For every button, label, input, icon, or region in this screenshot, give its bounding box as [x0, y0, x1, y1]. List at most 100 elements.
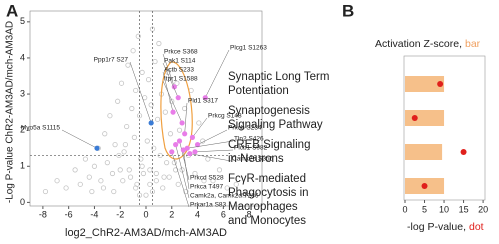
- panel-letter: A: [6, 1, 18, 20]
- y-tick-label: 1: [20, 161, 25, 171]
- dot: [411, 115, 418, 121]
- point: [153, 178, 159, 184]
- highlight-point: [179, 120, 185, 126]
- y-tick-label: 5: [20, 16, 25, 26]
- point: [63, 185, 69, 191]
- x-axis-label: -log P-value,: [407, 221, 466, 233]
- category-label: Macrophages: [228, 201, 298, 213]
- highlight-point: [169, 149, 175, 155]
- top-axis-label: Activation Z-score,: [375, 38, 462, 50]
- point: [77, 181, 83, 187]
- leader-line: [189, 153, 232, 162]
- point: [111, 188, 117, 195]
- category-label: CREB Signaling: [228, 139, 310, 151]
- point: [144, 138, 150, 144]
- x-tick-label: 20: [478, 204, 488, 214]
- point-label: Tln2 S426: [234, 136, 264, 143]
- volcano-plot: -8 -6 -4 -2 0 2 4 6 8 0 1 2 3 4 5 Ppp1r7 S27 Myo5a S1115…: [20, 10, 274, 219]
- point: [140, 170, 147, 177]
- point: [107, 113, 113, 119]
- highlight-point: [173, 142, 179, 148]
- point: [161, 174, 167, 180]
- point-label: Plcg1 S1263: [230, 45, 267, 52]
- point-label: Pak1 S114: [164, 58, 196, 65]
- point-label: Actb S233: [164, 67, 194, 74]
- x-tick-label: 4: [195, 209, 200, 219]
- point: [91, 163, 98, 169]
- x-tick-label: 8: [247, 209, 252, 219]
- y-tick-label: 2: [20, 125, 25, 135]
- point: [122, 142, 128, 148]
- category-label: and Monocytes: [228, 215, 306, 227]
- point: [201, 178, 207, 184]
- point: [102, 131, 108, 137]
- bar: [405, 76, 445, 92]
- leader-line: [197, 129, 228, 145]
- point-label: Pld1 S317: [188, 98, 218, 105]
- point: [162, 109, 168, 115]
- x-tick-label: -6: [65, 209, 73, 219]
- point: [233, 181, 239, 187]
- leader-line: [162, 62, 179, 98]
- point: [130, 48, 136, 54]
- highlight-outline: [160, 61, 193, 160]
- category-label: Synaptic Long Term: [228, 71, 329, 83]
- point: [241, 192, 247, 198]
- point: [118, 80, 125, 86]
- point: [133, 185, 139, 191]
- point: [151, 145, 157, 151]
- point: [127, 174, 134, 180]
- panel-letter: B: [342, 1, 354, 20]
- dot: [421, 183, 428, 189]
- leader-line: [184, 102, 188, 134]
- category-label: Signaling Pathway: [228, 119, 323, 131]
- point: [121, 149, 127, 155]
- highlight-point: [170, 109, 176, 115]
- highlight-point: [94, 145, 100, 151]
- point-label: Prkca T497: [190, 184, 224, 191]
- point: [174, 80, 180, 86]
- highlight-point: [194, 142, 201, 148]
- highlight-point: [192, 149, 198, 155]
- point: [139, 163, 145, 169]
- leader-line: [129, 61, 152, 124]
- dot: [460, 149, 467, 155]
- leader-line: [187, 140, 234, 149]
- bar: [405, 144, 443, 160]
- x-tick-label: 10: [439, 204, 449, 214]
- point: [86, 174, 92, 180]
- point: [166, 174, 172, 180]
- point: [42, 188, 49, 195]
- category-label: Potentiation: [228, 85, 289, 97]
- point: [138, 156, 144, 162]
- x-tick-label: 5: [422, 204, 427, 214]
- x-axis-key: dot: [469, 221, 484, 233]
- y-axis-label: -Log P-value ChR2-AM3AD/mch-AM3AD: [5, 21, 16, 203]
- category-label: in Neurons: [228, 153, 284, 165]
- point: [124, 123, 130, 130]
- dot: [437, 81, 444, 87]
- point: [182, 105, 188, 112]
- leader-line: [175, 144, 190, 199]
- top-axis-key: bar: [465, 38, 481, 50]
- point: [135, 33, 141, 39]
- x-tick-label: -4: [90, 209, 98, 219]
- point: [183, 188, 189, 195]
- point-label: Prkcb S234: [228, 125, 262, 132]
- highlight-point: [202, 95, 208, 101]
- point: [104, 160, 110, 166]
- point: [136, 113, 143, 119]
- point: [72, 167, 78, 173]
- point-label: Camk2b S355: [232, 156, 274, 163]
- leader-line: [183, 149, 190, 190]
- point: [176, 127, 183, 133]
- point: [179, 167, 185, 173]
- point-label: Camk2a, Camk2d T286: [190, 193, 259, 200]
- point: [224, 185, 230, 191]
- highlight-point: [189, 134, 195, 140]
- highlight-point: [148, 120, 154, 126]
- point: [156, 40, 162, 47]
- point: [155, 116, 161, 122]
- highlight-point: [176, 138, 183, 144]
